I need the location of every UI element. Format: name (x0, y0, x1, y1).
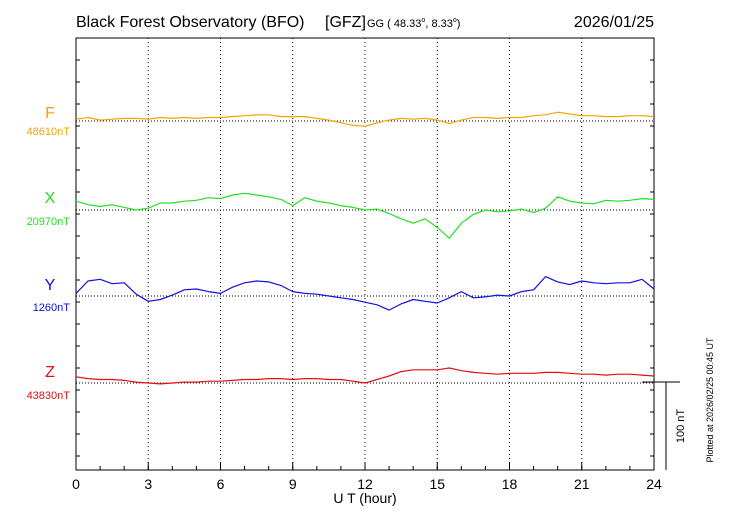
x-tick-label: 24 (646, 476, 662, 492)
series-name-x: X (45, 190, 56, 207)
degree-mark: o (453, 17, 457, 24)
x-tick-label: 3 (144, 476, 152, 492)
scale-bar-label: 100 nT (675, 409, 687, 444)
vertical-grid (147, 38, 583, 470)
series-line-y (75, 276, 655, 311)
series-line-z (75, 367, 655, 385)
plotted-note: Plotted at 2026/02/25 00:45 UT (705, 337, 715, 463)
series-baseline-label-f: 48610nT (27, 126, 71, 138)
x-axis-ticks (75, 462, 655, 470)
baselines (76, 120, 654, 384)
series-line-f (75, 111, 655, 127)
x-tick-label: 15 (429, 476, 445, 492)
x-tick-label: 18 (502, 476, 518, 492)
series-lines (75, 111, 655, 385)
coord-mid: , 8.33 (425, 18, 453, 30)
series-baseline-label-z: 43830nT (27, 390, 71, 402)
x-tick-label: 0 (72, 476, 80, 492)
x-axis-tick-labels: 0 3 6 9 12 15 18 21 24 (72, 476, 662, 492)
chart-title: Black Forest Observatory (BFO) (76, 14, 305, 31)
x-axis-label: U T (hour) (333, 490, 396, 506)
scale-bar: 100 nT (642, 381, 687, 470)
series-labels: F 48610nT X 20970nT Y 1260nT Z 43830nT (27, 105, 71, 402)
x-tick-label: 21 (574, 476, 590, 492)
x-tick-label: 12 (357, 476, 373, 492)
coord-end: ) (457, 18, 461, 30)
x-tick-label: 6 (217, 476, 225, 492)
series-line-x (75, 192, 655, 239)
series-name-z: Z (45, 364, 55, 381)
series-baseline-label-x: 20970nT (27, 216, 71, 228)
x-tick-label: 9 (289, 476, 297, 492)
degree-mark: o (421, 17, 425, 24)
institute-label: [GFZ] (325, 14, 366, 31)
chart-date: 2026/01/25 (574, 14, 654, 31)
series-name-f: F (45, 105, 55, 122)
coordinates-label: GG ( 48.33o, 8.33o) (367, 17, 460, 30)
coord-prefix: GG ( 48.33 (367, 18, 421, 30)
series-baseline-label-y: 1260nT (33, 302, 71, 314)
series-name-y: Y (45, 277, 56, 294)
